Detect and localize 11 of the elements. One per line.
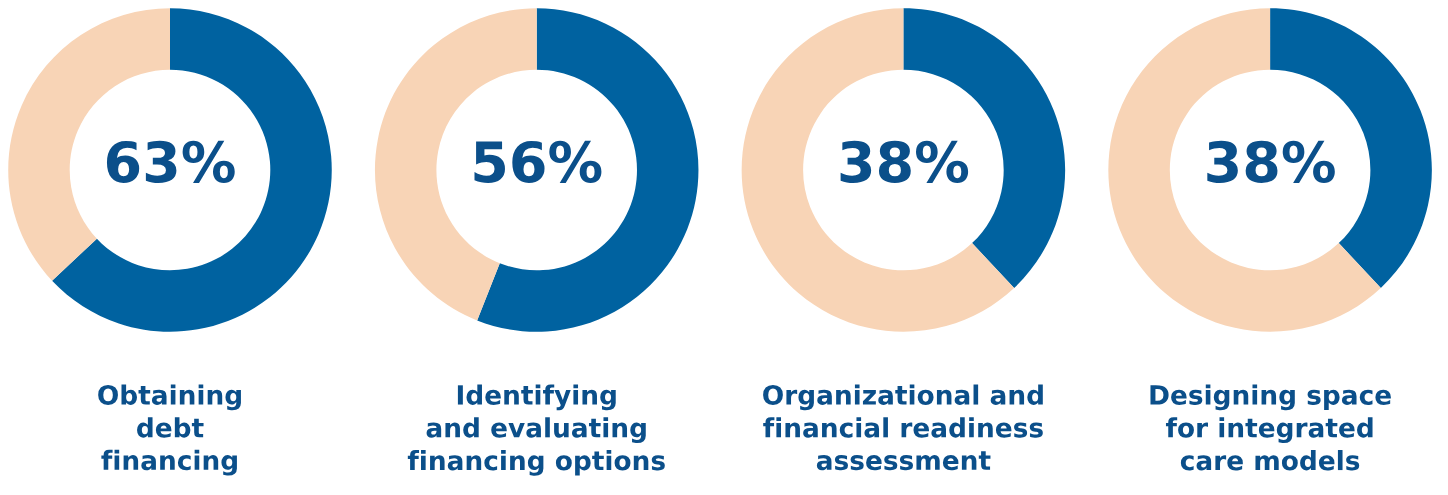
text: Identifying and evaluating financing options <box>407 384 665 476</box>
text: Obtaining debt financing <box>98 384 241 476</box>
donut-slice <box>741 8 1015 332</box>
donut-slice <box>52 8 332 332</box>
data-label: 38% <box>840 140 969 183</box>
data-label: 56% <box>474 140 602 183</box>
text: Organizational and financial readiness assessment <box>763 384 1043 471</box>
data-label: 63% <box>106 140 235 183</box>
donut-slice <box>1108 8 1381 332</box>
text: Designing space for integrated care models <box>1150 384 1391 471</box>
data-label: 38% <box>1207 140 1335 183</box>
